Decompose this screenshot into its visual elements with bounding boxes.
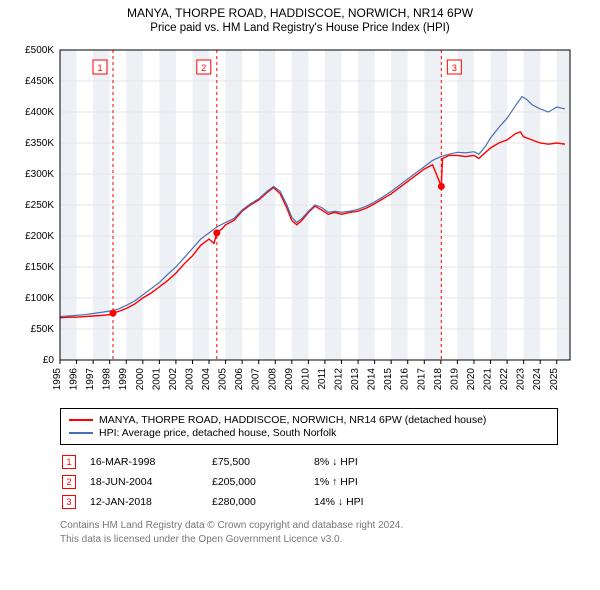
legend-swatch xyxy=(69,419,93,421)
marker-date: 18-JUN-2004 xyxy=(90,473,210,491)
svg-text:2012: 2012 xyxy=(333,368,344,391)
line-chart-svg: £0 £50K £100K £150K £200K £250K £300K £350K £400… xyxy=(10,40,590,400)
footnote: Contains HM Land Registry data © Crown c… xyxy=(60,519,590,546)
figure-container: MANYA, THORPE ROAD, HADDISCOE, NORWICH, … xyxy=(0,0,600,554)
svg-text:3: 3 xyxy=(452,63,457,73)
svg-text:2001: 2001 xyxy=(151,368,162,391)
svg-text:£250K: £250K xyxy=(25,200,54,211)
legend-item: MANYA, THORPE ROAD, HADDISCOE, NORWICH, … xyxy=(69,414,549,426)
marker-diff: 8% ↓ HPI xyxy=(314,453,414,471)
marker-row: 116-MAR-1998£75,5008% ↓ HPI xyxy=(62,453,414,471)
svg-text:2003: 2003 xyxy=(184,368,195,391)
svg-text:2006: 2006 xyxy=(234,368,245,391)
svg-text:£50K: £50K xyxy=(31,324,55,335)
svg-text:2017: 2017 xyxy=(416,368,427,391)
legend-label: HPI: Average price, detached house, Sout… xyxy=(99,427,336,439)
marker-row: 312-JAN-2018£280,00014% ↓ HPI xyxy=(62,493,414,511)
svg-text:1996: 1996 xyxy=(69,368,80,391)
legend-box: MANYA, THORPE ROAD, HADDISCOE, NORWICH, … xyxy=(60,408,558,445)
svg-text:1999: 1999 xyxy=(118,368,129,391)
svg-text:2018: 2018 xyxy=(433,368,444,391)
svg-text:2019: 2019 xyxy=(449,368,460,391)
footnote-line: Contains HM Land Registry data © Crown c… xyxy=(60,519,590,533)
svg-text:2010: 2010 xyxy=(300,368,311,391)
svg-text:2020: 2020 xyxy=(466,368,477,391)
marker-row: 218-JUN-2004£205,0001% ↑ HPI xyxy=(62,473,414,491)
svg-text:2021: 2021 xyxy=(483,368,494,391)
marker-date: 16-MAR-1998 xyxy=(90,453,210,471)
marker-diff: 14% ↓ HPI xyxy=(314,493,414,511)
svg-text:2000: 2000 xyxy=(135,368,146,391)
legend-label: MANYA, THORPE ROAD, HADDISCOE, NORWICH, … xyxy=(99,414,486,426)
footnote-line: This data is licensed under the Open Gov… xyxy=(60,533,590,547)
marker-date: 12-JAN-2018 xyxy=(90,493,210,511)
chart-area: £0 £50K £100K £150K £200K £250K £300K £350K £400… xyxy=(10,40,590,400)
svg-text:2013: 2013 xyxy=(350,368,361,391)
svg-text:£500K: £500K xyxy=(25,45,54,56)
svg-text:2023: 2023 xyxy=(516,368,527,391)
svg-text:2015: 2015 xyxy=(383,368,394,391)
legend-item: HPI: Average price, detached house, Sout… xyxy=(69,427,549,439)
svg-text:1: 1 xyxy=(97,63,102,73)
marker-price: £205,000 xyxy=(212,473,312,491)
svg-text:2016: 2016 xyxy=(400,368,411,391)
svg-text:£400K: £400K xyxy=(25,107,54,118)
marker-diff: 1% ↑ HPI xyxy=(314,473,414,491)
svg-text:£0: £0 xyxy=(43,355,55,366)
svg-text:2025: 2025 xyxy=(549,368,560,391)
legend-swatch xyxy=(69,432,93,434)
svg-text:2: 2 xyxy=(201,63,206,73)
svg-text:2004: 2004 xyxy=(201,368,212,391)
marker-price: £75,500 xyxy=(212,453,312,471)
svg-text:2008: 2008 xyxy=(267,368,278,391)
chart-title: MANYA, THORPE ROAD, HADDISCOE, NORWICH, … xyxy=(10,6,590,20)
svg-text:1995: 1995 xyxy=(52,368,63,391)
svg-text:2002: 2002 xyxy=(168,368,179,391)
marker-price: £280,000 xyxy=(212,493,312,511)
svg-text:2005: 2005 xyxy=(218,368,229,391)
chart-subtitle: Price paid vs. HM Land Registry's House … xyxy=(10,22,590,34)
svg-text:£300K: £300K xyxy=(25,169,54,180)
svg-text:2009: 2009 xyxy=(284,368,295,391)
svg-text:£350K: £350K xyxy=(25,138,54,149)
svg-text:2022: 2022 xyxy=(499,368,510,391)
marker-table: 116-MAR-1998£75,5008% ↓ HPI 218-JUN-2004£… xyxy=(60,451,416,513)
svg-text:£100K: £100K xyxy=(25,293,54,304)
marker-index: 3 xyxy=(62,493,88,511)
svg-text:2024: 2024 xyxy=(532,368,543,391)
svg-text:2014: 2014 xyxy=(367,368,378,391)
svg-text:£200K: £200K xyxy=(25,231,54,242)
marker-index: 2 xyxy=(62,473,88,491)
svg-text:1997: 1997 xyxy=(85,368,96,391)
svg-text:£450K: £450K xyxy=(25,76,54,87)
svg-text:1998: 1998 xyxy=(102,368,113,391)
svg-text:£150K: £150K xyxy=(25,262,54,273)
marker-index: 1 xyxy=(62,453,88,471)
svg-text:2007: 2007 xyxy=(251,368,262,391)
svg-text:2011: 2011 xyxy=(317,368,328,390)
